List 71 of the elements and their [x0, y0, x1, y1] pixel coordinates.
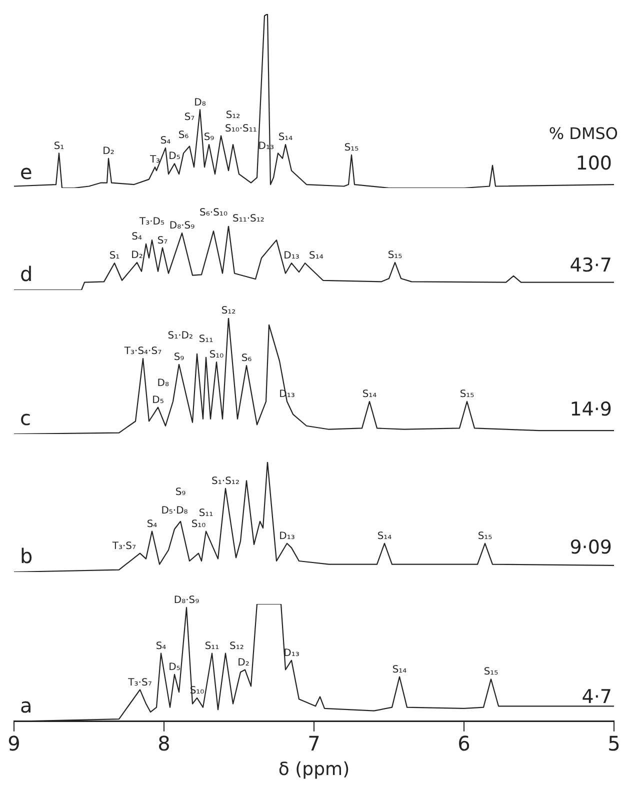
- annotation: S₆: [241, 353, 252, 364]
- annotation: D₁₃: [279, 530, 295, 542]
- annotation: d: [20, 262, 33, 286]
- annotation: T₃·S₄·S₇: [123, 346, 162, 358]
- annotation: 9·09: [570, 536, 612, 558]
- annotation: S₁·D₂: [168, 330, 194, 342]
- annotation: S₁₅: [460, 389, 474, 400]
- annotation: T₃·D₅: [138, 216, 165, 228]
- annotation: S₉: [175, 486, 186, 498]
- annotation: T₃·S₇: [127, 677, 152, 688]
- annotation: S₇: [157, 235, 168, 246]
- x-tick-label: 6: [458, 732, 470, 756]
- annotation: 100: [576, 152, 612, 174]
- annotation: S₁₄: [362, 389, 377, 400]
- annotation: S₇: [184, 112, 195, 123]
- annotation: S₄: [132, 232, 142, 243]
- annotation: 43·7: [570, 254, 612, 276]
- annotation: b: [20, 544, 33, 568]
- annotation: D₂: [238, 657, 250, 668]
- annotation: D₈·S₉: [169, 220, 195, 232]
- annotation: S₆·S₁₀: [200, 208, 228, 219]
- annotation: S₄: [156, 640, 166, 652]
- annotation: D₈·S₉: [174, 595, 200, 606]
- annotation: 14·9: [570, 398, 612, 420]
- annotation: S₄: [146, 518, 158, 530]
- x-tick-label: 7: [308, 732, 320, 756]
- x-axis-title: δ (ppm): [278, 758, 350, 780]
- annotation: S₁₅: [388, 250, 402, 262]
- annotation: D₁₃: [284, 250, 300, 262]
- annotation: S₁₀: [191, 518, 206, 530]
- annotation: S₁₀·S₁₁: [224, 123, 257, 134]
- annotation: S₆: [178, 130, 189, 141]
- x-tick-label: 9: [8, 732, 20, 756]
- annotation: T₃: [148, 154, 160, 166]
- annotation: % DMSO: [548, 124, 618, 144]
- annotation: S₁₁: [204, 640, 220, 652]
- x-tick-label: 8: [158, 732, 170, 756]
- annotation: D₅: [168, 151, 180, 162]
- annotation: S₁₅: [484, 666, 498, 678]
- annotation: S₁: [54, 140, 64, 152]
- annotation: S₁₀: [209, 350, 224, 361]
- annotation: S₁₅: [344, 142, 359, 154]
- annotation: S₁₅: [478, 530, 492, 542]
- annotation: 4·7: [582, 686, 612, 708]
- annotation: S₁: [109, 250, 120, 262]
- annotation: S₁₁·S₁₂: [232, 214, 264, 225]
- annotation: D₈: [157, 378, 170, 390]
- annotation: S₄: [160, 136, 171, 147]
- x-tick-label: 5: [608, 732, 620, 756]
- annotation: S₁·S₁₂: [212, 476, 240, 487]
- annotation: a: [20, 694, 32, 718]
- annotation: S₉: [174, 352, 184, 363]
- annotation: S₁₁: [198, 508, 214, 519]
- annotation: D₂: [131, 250, 143, 262]
- annotation: S₁₂: [229, 640, 244, 652]
- annotation: S₁₂: [221, 306, 236, 317]
- annotation: S₉: [204, 132, 214, 144]
- annotation: S₁₁: [198, 334, 214, 346]
- annotation: S₁₄: [278, 132, 293, 144]
- annotation: S₁₄: [392, 664, 407, 676]
- annotation: D₅·D₈: [161, 506, 188, 517]
- annotation: S₁₄: [308, 250, 324, 262]
- annotation: S₁₂: [226, 110, 240, 122]
- annotation: D₅: [152, 394, 164, 406]
- annotation: D₈: [194, 97, 206, 108]
- annotation: T₃·S₇: [111, 540, 136, 552]
- annotation: e: [20, 160, 32, 184]
- annotation: D₅: [168, 662, 180, 674]
- annotation: c: [20, 406, 31, 430]
- annotation: D₂: [102, 146, 114, 158]
- annotation: S₁₄: [377, 530, 392, 542]
